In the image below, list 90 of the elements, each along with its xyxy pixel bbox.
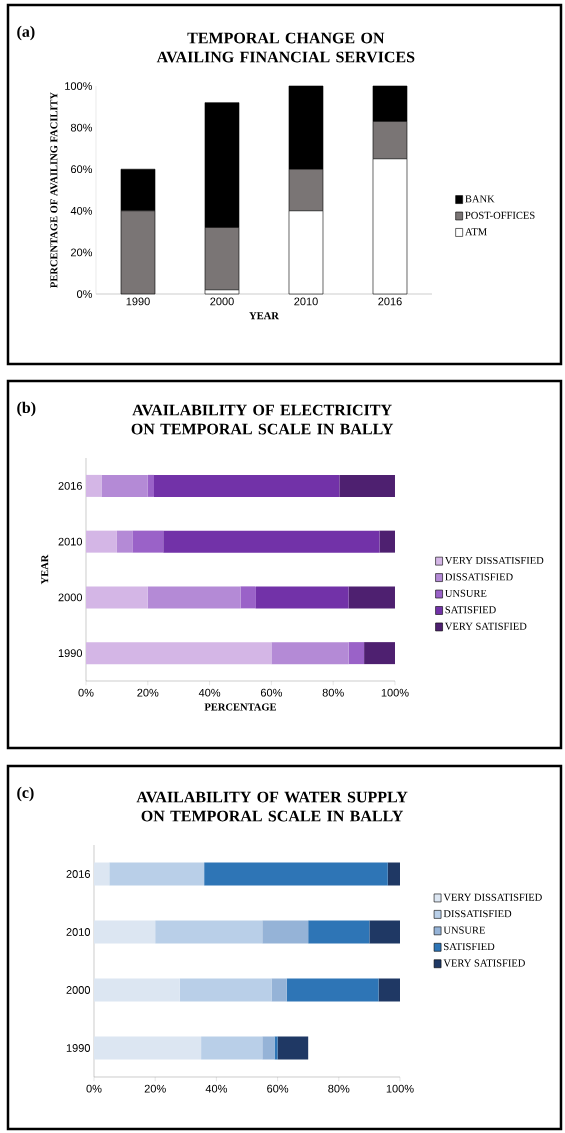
y-axis-title: YEAR (41, 554, 49, 585)
y-axis-title: PERCENTAGE OF AVAILING FACILITY (50, 92, 58, 288)
x-tick-label: 100% (381, 688, 409, 697)
bar (86, 530, 117, 553)
y-tick-label: 2000 (58, 593, 83, 602)
text: (a) (17, 25, 35, 41)
y-tick-label: 2016 (58, 482, 82, 490)
bar (155, 920, 263, 944)
bar (274, 1036, 278, 1060)
legend-label: BANK (465, 195, 495, 203)
legend-label: UNSURE (445, 589, 487, 597)
bar (147, 586, 241, 609)
bar (86, 474, 102, 497)
bar (94, 862, 110, 886)
y-tick-label: 1990 (66, 1044, 91, 1052)
bar (262, 920, 309, 944)
legend-label: SATISFIED (444, 943, 495, 951)
x-tick-label: 1990 (126, 297, 150, 306)
bar (348, 642, 365, 665)
x-tick-label: 2000 (210, 297, 234, 306)
bar (153, 474, 340, 497)
bar (271, 642, 349, 665)
bar (94, 920, 156, 944)
y-tick-label: 60% (71, 165, 93, 174)
bar (201, 1036, 263, 1060)
y-tick-label: 40% (70, 206, 93, 215)
x-tick-label: 60% (260, 688, 282, 697)
x-tick-label: 80% (328, 1084, 350, 1093)
bar (262, 1036, 275, 1060)
chart-title: AVAILABILITY OF WATER SUPPLY ON TEMPORAL SCALE IN BALLY (136, 791, 408, 822)
legend-label: UNSURE (443, 926, 485, 934)
bar (101, 474, 148, 497)
bar (308, 920, 370, 944)
chart-title: TEMPORAL CHANGE ON AVAILING FINANCIAL SERVICES (156, 32, 415, 63)
bar (240, 586, 256, 609)
y-tick-label: 1990 (58, 649, 83, 658)
bar (116, 530, 133, 553)
x-tick-label: 20% (137, 688, 159, 697)
text: (b) (17, 401, 36, 417)
y-tick-label: 2016 (66, 870, 90, 878)
bar (94, 978, 180, 1002)
x-axis-title: YEAR (249, 312, 279, 320)
bar (364, 642, 395, 665)
legend-label: ATM (465, 228, 487, 236)
bar (147, 474, 154, 497)
x-tick-label: 0% (86, 1084, 102, 1093)
y-tick-label: 80% (70, 123, 93, 132)
x-tick-label: 2016 (378, 297, 402, 306)
y-tick-label: 2000 (66, 986, 91, 994)
x-tick-label: 2010 (294, 297, 318, 306)
x-tick-label: 40% (205, 1084, 227, 1093)
legend-label: VERY SATISFIED (445, 622, 527, 630)
legend-label: DISSATISFIED (443, 910, 512, 918)
bar (339, 474, 395, 497)
legend-label: SATISFIED (445, 606, 496, 614)
x-tick-label: 100% (386, 1084, 414, 1093)
bar (379, 530, 395, 553)
bar (86, 642, 272, 665)
bar (255, 586, 349, 609)
bar (179, 978, 272, 1002)
legend-label: VERY DISSATISFIED (445, 556, 544, 565)
bar (369, 920, 400, 944)
legend-label: POST-OFFICES (465, 211, 535, 219)
y-tick-label: 2010 (66, 928, 91, 936)
text: (c) (17, 786, 34, 802)
bar (348, 586, 395, 609)
y-tick-label: 20% (71, 248, 93, 257)
y-tick-label: 2010 (58, 537, 83, 546)
x-axis-title: PERCENTAGE (204, 703, 277, 711)
bar (286, 978, 379, 1002)
legend-label: VERY SATISFIED (443, 959, 525, 967)
x-tick-label: 40% (198, 688, 221, 697)
x-tick-label: 20% (144, 1084, 166, 1093)
x-tick-label: 80% (322, 688, 344, 697)
x-tick-label: 60% (267, 1084, 289, 1093)
bar (132, 530, 164, 553)
y-tick-label: 100% (65, 82, 93, 90)
bar (378, 978, 400, 1002)
legend-label: VERY DISSATISFIED (443, 893, 542, 901)
bar (271, 978, 287, 1002)
bar (86, 586, 148, 609)
bar (163, 530, 380, 553)
bar (109, 862, 205, 886)
bar (204, 862, 388, 886)
chart-title: AVAILABILITY OF ELECTRICITY ON TEMPORAL SCALE IN BALLY (131, 404, 394, 435)
y-tick-label: 0% (76, 290, 93, 298)
bar (277, 1036, 309, 1060)
bar (387, 862, 400, 886)
legend-label: DISSATISFIED (445, 573, 513, 581)
bar (94, 1036, 202, 1060)
